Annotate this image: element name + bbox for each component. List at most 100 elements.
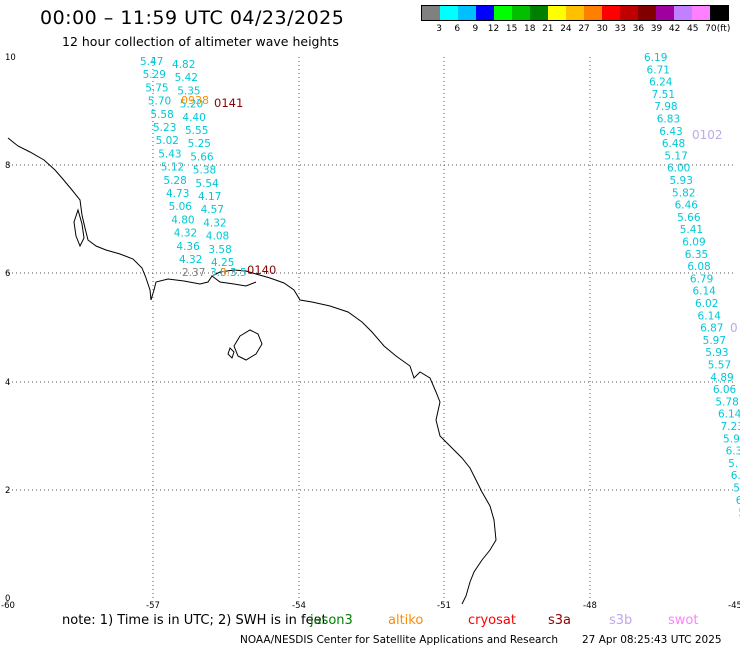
legend-swatch — [440, 6, 458, 20]
swh-value: 5.97 — [703, 335, 726, 347]
legend-label: 9 — [472, 24, 479, 34]
swh-value: 5.58 — [150, 109, 173, 121]
swh-value: 4.57 — [201, 204, 224, 216]
swh-value: 5.47 — [140, 56, 163, 68]
swh-value: 6.06 — [713, 384, 737, 396]
swh-value: 6.3 — [726, 446, 740, 458]
legend-label: 24 — [560, 24, 572, 34]
legend-label: 21 — [542, 24, 554, 34]
legend-label: 45 — [687, 24, 699, 34]
x-tick-label: -48 — [583, 601, 597, 610]
swh-value: 6.09 — [682, 237, 705, 249]
swh-value: 6.24 — [649, 77, 673, 89]
satellite-legend-item: altiko — [388, 613, 424, 628]
swh-value: 5.66 — [677, 212, 701, 224]
swh-value: 5.93 — [670, 175, 693, 187]
y-tick-label: 4 — [5, 378, 10, 388]
pass-time-label: 0141 — [214, 96, 243, 110]
satellite-legend-item: s3b — [609, 613, 633, 628]
swh-value: 4.80 — [171, 214, 194, 226]
swh-value: 5.55 — [185, 125, 208, 137]
swh-value: 5.29 — [143, 69, 166, 81]
swh-value: 6.14 — [698, 310, 722, 322]
swh-value: 6.87 — [700, 323, 723, 335]
swh-value: 3.5 — [230, 267, 247, 279]
map-grid: -60 -57 -54 -51 -48 -45 10 8 6 4 2 0 — [1, 53, 740, 610]
swh-value: 5.20 — [180, 99, 203, 111]
generation-timestamp: 27 Apr 08:25:43 UTC 2025 — [582, 634, 722, 646]
swh-value: 6.19 — [644, 52, 667, 64]
swh-value: 4.89 — [710, 372, 733, 384]
pass-time-label: 0140 — [247, 263, 276, 277]
legend-swatch — [602, 6, 620, 20]
legend-label: 70 — [705, 24, 717, 34]
swh-value: 5.82 — [672, 187, 695, 199]
legend-swatch — [548, 6, 566, 20]
legend-label: 12 — [487, 24, 500, 34]
swh-value: 4.17 — [198, 191, 221, 203]
swh-value: 4.82 — [172, 59, 195, 71]
legend-labels: 3 6 9 12 15 18 21 24 27 30 33 36 39 42 45 70 (ft) — [421, 24, 731, 38]
legend-swatch — [530, 6, 548, 20]
swh-value: 5.28 — [163, 175, 186, 187]
legend-label: 30 — [596, 24, 608, 34]
page-subtitle: 12 hour collection of altimeter wave hei… — [62, 34, 339, 49]
swh-value: 6.14 — [692, 286, 716, 298]
x-tick-label: -45 — [728, 601, 740, 610]
swh-value: 7.98 — [654, 101, 677, 113]
legend-label: 36 — [632, 24, 645, 34]
swh-value: 6.48 — [662, 138, 685, 150]
pass-time-label: 0102 — [692, 128, 723, 142]
x-tick-label: -54 — [292, 601, 306, 610]
legend-label: 27 — [578, 24, 590, 34]
swh-value: 5 — [733, 483, 740, 495]
y-tick-label: 10 — [5, 53, 16, 63]
south-america-coastline — [7, 137, 497, 605]
legend-label: (ft) — [716, 24, 731, 34]
swh-value: 5.23 — [153, 122, 176, 134]
swh-value: 6.43 — [659, 126, 682, 138]
legend-label: 15 — [505, 24, 518, 34]
legend-label: 3 — [436, 24, 442, 34]
footer-note: note: 1) Time is in UTC; 2) SWH is in fe… — [62, 613, 327, 628]
legend-swatch — [458, 6, 476, 20]
swh-value: 3.3 — [220, 267, 237, 279]
legend-label: 39 — [650, 24, 663, 34]
legend-swatch — [512, 6, 530, 20]
legend-swatch — [566, 6, 584, 20]
altimeter-labels: 5.475.295.75 5.705.585.235.025.43 5.125.28… — [140, 52, 740, 519]
satellite-legend-item: swot — [668, 613, 699, 628]
swh-value: 5.66 — [190, 151, 214, 163]
x-tick-label: -51 — [437, 601, 451, 610]
swh-value: 5.57 — [708, 360, 731, 372]
page-title: 00:00 – 11:59 UTC 04/23/2025 — [40, 7, 345, 29]
swh-value: 6.71 — [647, 64, 670, 76]
swh-value: 4.32 — [179, 254, 202, 266]
swh-value: 5.17 — [664, 150, 687, 162]
pass-time-label: 0 — [730, 321, 738, 335]
swh-value: 5.70 — [148, 96, 171, 108]
legend-swatch — [674, 6, 692, 20]
swh-value: 4.32 — [174, 228, 197, 240]
y-tick-label: 6 — [5, 269, 10, 279]
amazon-delta-coast — [211, 275, 257, 287]
swh-value: 7.23 — [721, 421, 740, 433]
swh-value: 4.25 — [211, 257, 234, 269]
swh-value: 6.35 — [685, 249, 708, 261]
legend-label: 33 — [614, 24, 627, 34]
swh-value: 6.00 — [667, 163, 690, 175]
coastline — [7, 137, 497, 605]
swh-value: 5.54 — [195, 178, 219, 190]
swh-value: 6.79 — [690, 273, 713, 285]
satellite-legend-item: cryosat — [468, 613, 516, 628]
swh-value: 5.38 — [193, 165, 216, 177]
swh-value: 6. — [731, 470, 740, 482]
satellite-legend-item: jason3 — [310, 613, 353, 628]
legend-swatch — [422, 6, 440, 20]
small-island — [227, 347, 235, 359]
swh-value: 6.02 — [695, 298, 718, 310]
swh-value: 4.32 — [203, 217, 226, 229]
swh-value: 4.40 — [182, 112, 205, 124]
swh-value: 5. — [728, 458, 738, 470]
